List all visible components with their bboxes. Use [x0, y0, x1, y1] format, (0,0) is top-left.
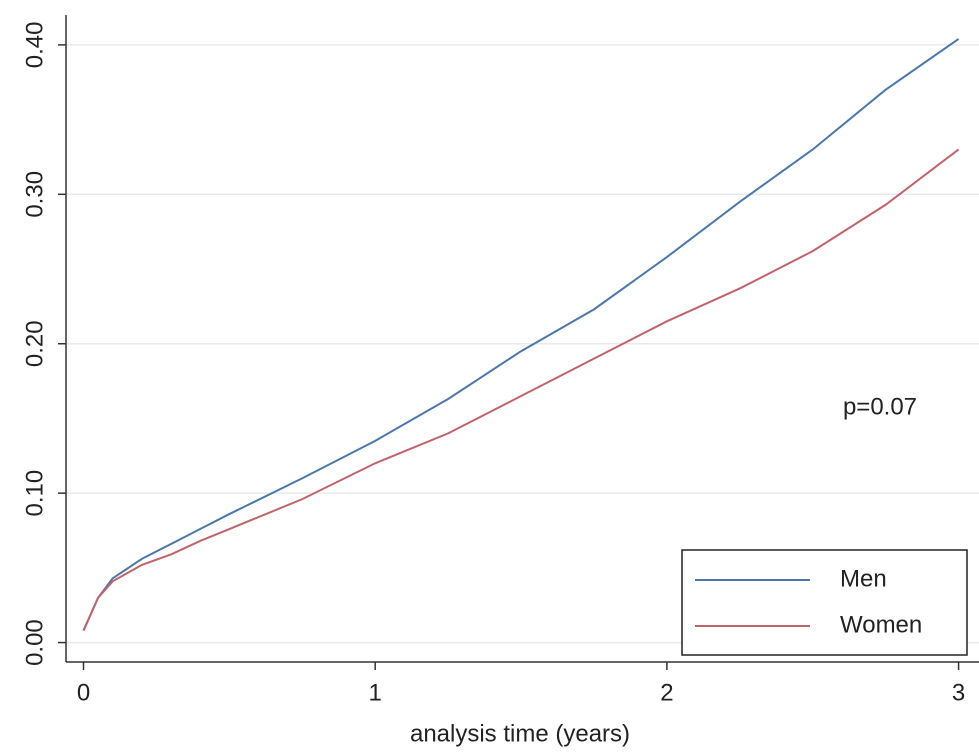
x-tick-label: 1	[369, 679, 382, 706]
y-tick-label: 0.10	[21, 470, 48, 517]
x-axis-label: analysis time (years)	[410, 720, 630, 747]
line-series	[82, 38, 960, 632]
legend: Men Women	[681, 549, 968, 656]
x-tick-label: 3	[952, 679, 965, 706]
y-tick-label: 0.00	[21, 619, 48, 666]
line-series	[82, 148, 960, 632]
legend-label: Women	[840, 611, 922, 638]
x-tick-label: 0	[77, 679, 90, 706]
annotation: p=0.07	[843, 393, 917, 420]
legend-label: Men	[840, 565, 887, 592]
y-tick-label: 0.40	[21, 22, 48, 69]
x-tick-label: 2	[660, 679, 673, 706]
y-tick-label: 0.30	[21, 171, 48, 218]
legend-box	[681, 549, 968, 656]
y-tick-label: 0.20	[21, 320, 48, 367]
